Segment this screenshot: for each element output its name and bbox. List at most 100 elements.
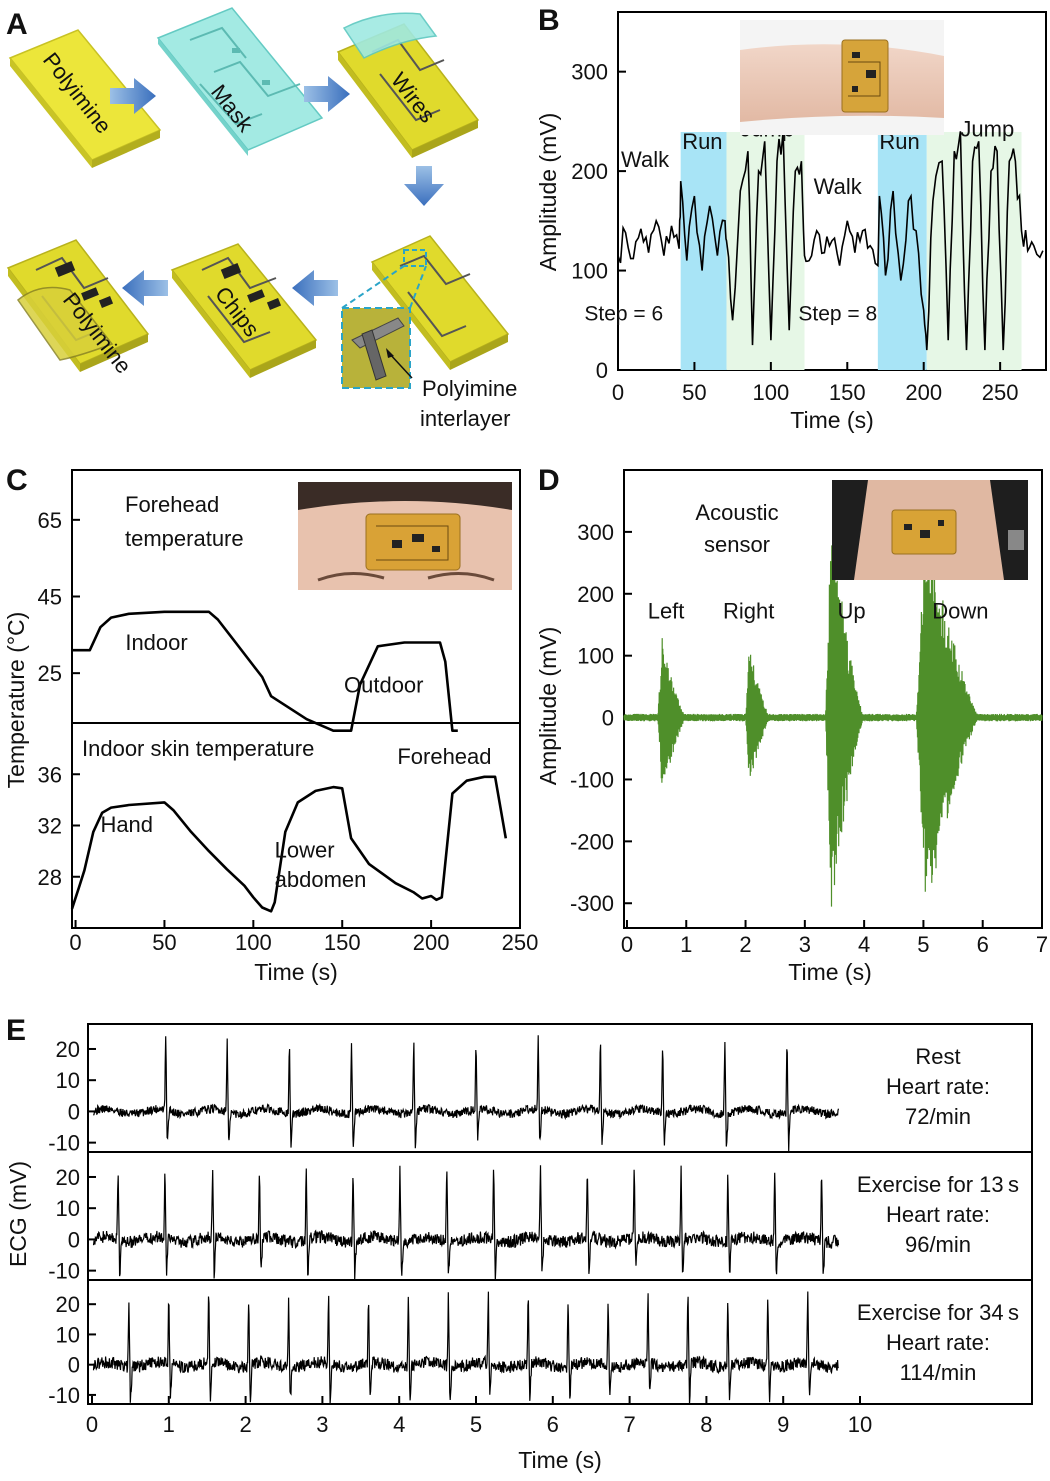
tile-interlayer	[370, 235, 510, 370]
row-2-label: Heart rate:	[886, 1202, 990, 1227]
y-tick-label: 100	[577, 644, 614, 669]
x-tick-label: 3	[799, 932, 811, 957]
y-tick-label: 0	[68, 1227, 80, 1252]
y-tick-label: 10	[56, 1322, 80, 1347]
x-tick-label: 150	[324, 930, 361, 955]
y-axis-label: ECG (mV)	[5, 1161, 31, 1267]
panel-label-a: A	[6, 8, 28, 41]
x-tick-label: 50	[682, 380, 706, 405]
motion-signal	[617, 131, 1044, 351]
x-tick-label: 100	[752, 380, 789, 405]
chart-title-top-line2: temperature	[125, 526, 244, 551]
x-axis-label: Time (s)	[790, 407, 873, 433]
x-tick-label: 8	[700, 1412, 712, 1437]
ecg-traces	[92, 1035, 840, 1405]
y-tick-label: 45	[38, 585, 62, 610]
y-tick-label: -10	[48, 1259, 80, 1284]
row-1-label: 72/min	[905, 1104, 971, 1129]
skin-series-line	[70, 775, 508, 913]
x-tick-label: 0	[86, 1412, 98, 1437]
ecg-trace-3	[92, 1291, 839, 1405]
tile-mask: Mask	[156, 7, 324, 156]
x-tick-label: 100	[235, 930, 272, 955]
panel-label-c: C	[6, 464, 28, 497]
annotation-lower: Lower	[275, 838, 335, 863]
x-tick-label: 6	[547, 1412, 559, 1437]
acoustic-signal	[623, 536, 1043, 907]
row-3-label: Heart rate:	[886, 1330, 990, 1355]
row-2-label: Exercise for 13 s	[857, 1172, 1019, 1197]
y-tick-label: 32	[38, 814, 62, 839]
annotations: Left Right Up Down	[648, 599, 989, 624]
skin-temperature-line	[70, 775, 508, 913]
y-tick-label: -200	[570, 829, 614, 854]
annotation-step-6: Step = 6	[584, 302, 663, 325]
throat-photo	[832, 480, 1028, 580]
x-tick-label: 5	[917, 932, 929, 957]
axis-ticks-top: 25 45 65	[38, 508, 80, 686]
region-jump	[926, 132, 1022, 370]
panel-label-b: B	[538, 4, 560, 37]
y-tick-label: 0	[68, 1099, 80, 1124]
x-tick-label: 10	[848, 1412, 872, 1437]
x-tick-label: 7	[623, 1412, 635, 1437]
x-tick-label: 0	[621, 932, 633, 957]
x-tick-label: 2	[239, 1412, 251, 1437]
y-axis-label: Amplitude (mV)	[535, 113, 561, 271]
y-tick-label: 10	[56, 1068, 80, 1093]
y-tick-label: 20	[56, 1165, 80, 1190]
arrow-left-icon	[292, 270, 338, 306]
y-tick-label: 100	[571, 259, 608, 284]
callout-text-line2: interlayer	[420, 406, 510, 431]
x-tick-label: 4	[393, 1412, 405, 1437]
motion-series-line	[617, 131, 1044, 351]
panel-c-temperature: 25 45 65 28 32 36 0 50 100 150 200 250 Indoor Outdo…	[3, 469, 538, 985]
annotation-left: Left	[648, 599, 685, 624]
arrow-right-icon	[110, 78, 156, 114]
y-tick-label: 20	[56, 1292, 80, 1317]
x-tick-label: 4	[858, 932, 870, 957]
annotation-outdoor: Outdoor	[344, 672, 424, 697]
row-2-label: 96/min	[905, 1232, 971, 1257]
row-1-label: Rest	[915, 1044, 960, 1069]
annotation-abdomen: abdomen	[275, 867, 367, 892]
x-tick-label: 1	[680, 932, 692, 957]
annotation-jump: Jump	[960, 116, 1014, 141]
y-tick-label: -100	[570, 767, 614, 792]
plot-frame	[617, 11, 1047, 371]
y-tick-label: -10	[48, 1383, 80, 1408]
plot-frame	[71, 469, 521, 929]
x-tick-label: 5	[470, 1412, 482, 1437]
arrow-right-icon	[304, 76, 350, 112]
tile-polyimine: Polyimine	[8, 29, 162, 168]
x-tick-label: 3	[316, 1412, 328, 1437]
x-axis-label: Time (s)	[788, 959, 871, 985]
panel-d-acoustic: 0 1 2 3 4 5 6 7 -300 -200 -100 0 100 200 300 Left Right…	[535, 469, 1048, 985]
annotations: Indoor Outdoor Hand Lower abdomen Forehead	[100, 630, 491, 892]
forehead-photo	[298, 482, 512, 590]
x-tick-label: 0	[69, 930, 81, 955]
y-tick-label: -10	[48, 1131, 80, 1156]
arrow-down-icon	[404, 166, 444, 206]
y-tick-label: 25	[38, 661, 62, 686]
tile-wires: Wires	[336, 12, 480, 158]
annotation-forehead: Forehead	[397, 744, 491, 769]
panel-label-d: D	[538, 464, 560, 497]
x-axis-label: Time (s)	[254, 959, 337, 985]
x-tick-label: 150	[829, 380, 866, 405]
y-tick-label: 20	[56, 1037, 80, 1062]
annotation-walk: Walk	[621, 147, 670, 172]
panel-b-motion: 0 50 100 150 200 250 0 100 200 300 Walk Run Jump Wal…	[535, 11, 1047, 433]
y-tick-label: 0	[596, 358, 608, 383]
x-tick-label: 9	[777, 1412, 789, 1437]
annotation-indoor: Indoor	[125, 630, 187, 655]
annotation-step-8: Step = 8	[798, 302, 877, 325]
chart-title-line1: Acoustic	[695, 500, 778, 525]
y-tick-label: 200	[571, 159, 608, 184]
annotation-run: Run	[682, 129, 722, 154]
y-tick-label: 300	[577, 520, 614, 545]
tile-chips: Chips	[170, 243, 318, 378]
